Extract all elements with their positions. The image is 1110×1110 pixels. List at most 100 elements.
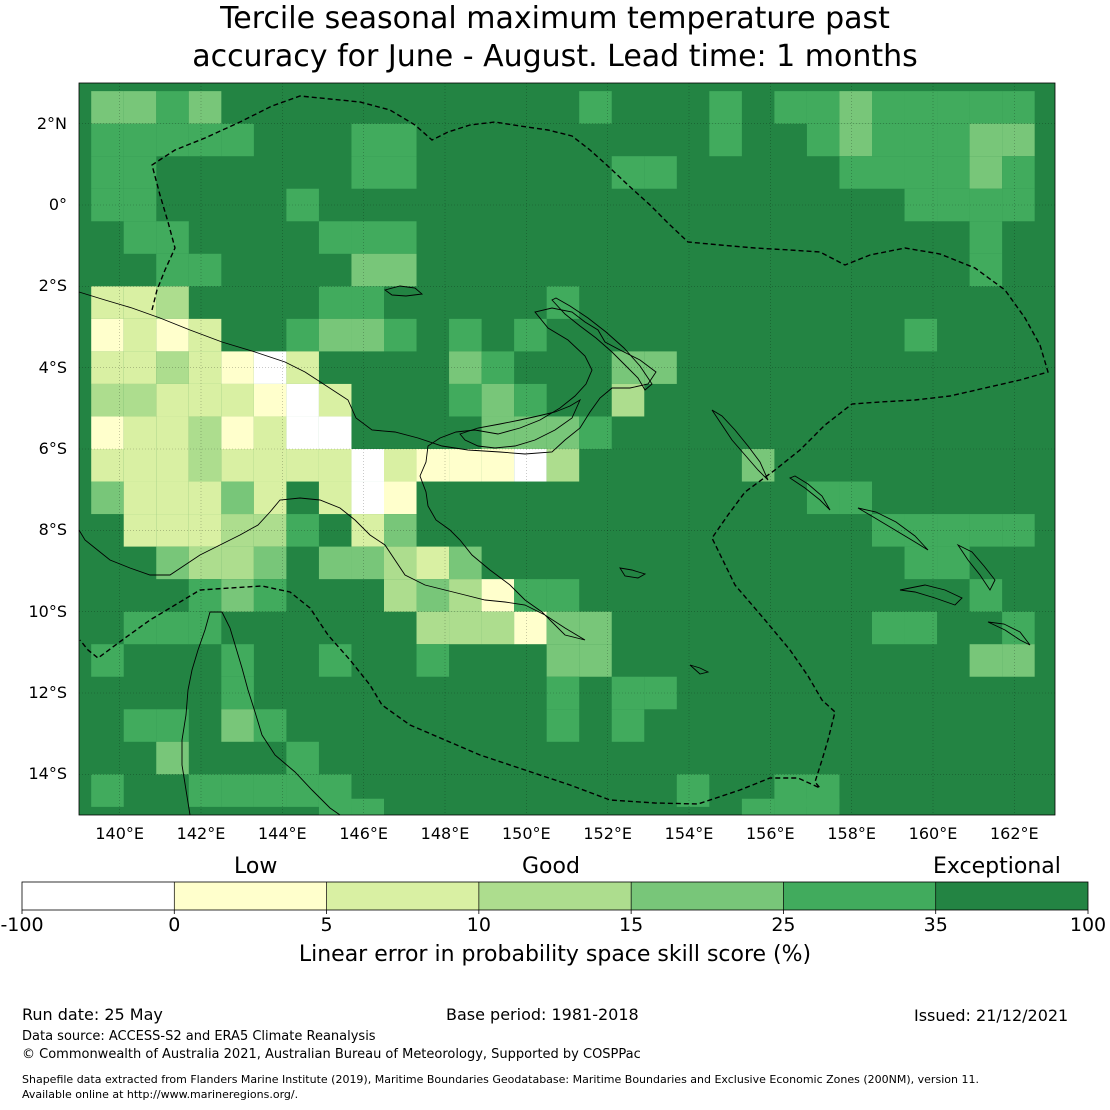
skill-cell xyxy=(286,383,319,417)
skill-cell xyxy=(937,123,970,157)
skill-cell xyxy=(188,481,222,515)
skill-cell xyxy=(123,123,157,157)
skill-cell xyxy=(937,91,970,124)
colorbar-segment xyxy=(174,882,327,910)
manus-coastline xyxy=(383,285,424,297)
skill-cell xyxy=(253,383,287,417)
skill-cell xyxy=(123,91,157,124)
skill-cell xyxy=(351,318,384,352)
new-ireland-coastline xyxy=(551,297,653,391)
skill-cell xyxy=(904,611,938,645)
skill-cell xyxy=(351,286,384,319)
skill-cell xyxy=(904,91,938,124)
skill-cell xyxy=(351,253,384,287)
latitude-tick-label: 14°S xyxy=(28,764,67,784)
skill-cell xyxy=(579,416,612,449)
colorbar-segment xyxy=(631,882,784,910)
colorbar-tick-label: 35 xyxy=(923,914,948,936)
skill-cell xyxy=(546,579,580,612)
colorbar-title: Linear error in probability space skill … xyxy=(298,942,812,967)
skill-cell xyxy=(839,156,872,189)
colorbar-segment xyxy=(478,882,632,910)
skill-cell xyxy=(481,383,515,417)
skill-cell xyxy=(253,449,287,482)
eez-boundary-line xyxy=(79,95,1049,805)
new-guinea-coastline xyxy=(78,291,657,641)
skill-cell xyxy=(253,481,287,515)
category-low: Low xyxy=(234,854,278,879)
skill-cell xyxy=(91,416,124,449)
skill-cell xyxy=(318,449,352,482)
skill-cell xyxy=(969,123,1003,157)
skill-cell xyxy=(904,546,938,580)
skill-cell xyxy=(221,546,254,580)
new-britain-coastline xyxy=(459,398,581,449)
skill-cell xyxy=(969,644,1003,677)
skill-cell xyxy=(188,611,222,645)
skill-cell xyxy=(253,546,287,580)
skill-cell xyxy=(969,514,1003,547)
skill-cell xyxy=(286,774,319,807)
skill-cell xyxy=(156,318,189,352)
australia-coastline xyxy=(181,611,341,816)
skill-cell xyxy=(937,514,970,547)
skill-cell xyxy=(91,188,124,222)
skill-cell xyxy=(91,286,124,319)
skill-cell xyxy=(156,221,189,254)
skill-cell xyxy=(416,546,450,580)
skill-cell xyxy=(318,546,352,580)
skill-cell xyxy=(188,546,222,580)
skill-cell xyxy=(156,91,189,124)
data-source: Data source: ACCESS-S2 and ERA5 Climate … xyxy=(22,1029,376,1044)
map-frame xyxy=(78,82,1056,816)
choiseul-coastline xyxy=(789,475,831,511)
skill-cell xyxy=(514,449,547,482)
skill-cell xyxy=(351,449,384,482)
skill-cell xyxy=(221,774,254,807)
skill-cell xyxy=(937,546,970,580)
copyright: © Commonwealth of Australia 2021, Austra… xyxy=(22,1047,641,1062)
colorbar-tick-label: 10 xyxy=(466,914,491,936)
skill-cell xyxy=(351,481,384,515)
skill-cell xyxy=(221,449,254,482)
skill-cell xyxy=(221,123,254,157)
skill-cell xyxy=(253,514,287,547)
skill-cell xyxy=(969,188,1003,222)
skill-cell xyxy=(123,514,157,547)
colorbar-segment xyxy=(326,882,479,910)
latitude-tick-label: 12°S xyxy=(28,683,67,702)
skill-cell xyxy=(384,318,417,352)
skill-cell xyxy=(579,644,612,677)
skill-cell xyxy=(839,123,872,157)
issued-date: Issued: 21/12/2021 xyxy=(914,1006,1069,1025)
skill-cell xyxy=(156,416,189,449)
skill-cell xyxy=(514,318,547,352)
skill-cell xyxy=(611,156,645,189)
skill-cell xyxy=(579,611,612,645)
colorbar-segment xyxy=(783,882,936,910)
skill-cell xyxy=(318,383,352,417)
skill-cell xyxy=(904,188,938,222)
colorbar-tick-label: 25 xyxy=(771,914,796,936)
skill-cell xyxy=(91,91,124,124)
run-date: Run date: 25 May xyxy=(22,1005,163,1024)
base-period: Base period: 1981-2018 xyxy=(446,1005,639,1024)
skill-cell xyxy=(286,741,319,775)
longitude-tick-label: 140°E xyxy=(95,824,144,843)
skill-cell xyxy=(351,546,384,580)
skill-cell xyxy=(384,123,417,157)
skill-cell xyxy=(286,351,319,384)
category-good: Good xyxy=(522,854,580,879)
skill-cell xyxy=(91,644,124,677)
longitude-tick-label: 142°E xyxy=(176,824,226,843)
colorbar-segment xyxy=(22,882,175,910)
longitude-tick-label: 152°E xyxy=(583,824,632,843)
title-line-2: accuracy for June - August. Lead time: 1… xyxy=(192,39,918,74)
eez-boundary xyxy=(79,95,1049,805)
skill-cell xyxy=(123,449,157,482)
skill-cell xyxy=(123,383,157,417)
skill-cell xyxy=(156,481,189,515)
skill-cell xyxy=(318,644,352,677)
skill-cell xyxy=(904,514,938,547)
skill-cell xyxy=(286,449,319,482)
